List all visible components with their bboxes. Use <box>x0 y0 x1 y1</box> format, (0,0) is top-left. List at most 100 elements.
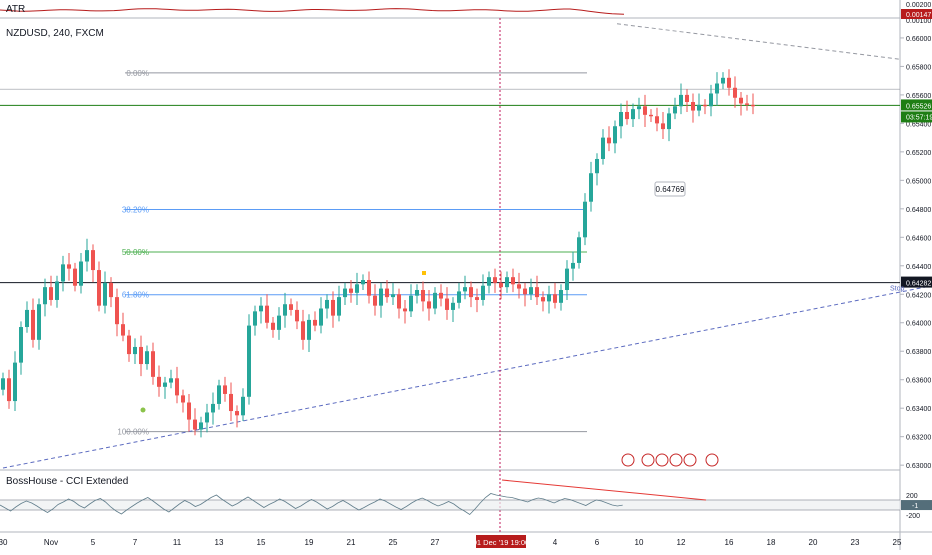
candle-body[interactable] <box>49 287 53 300</box>
candle-body[interactable] <box>55 281 59 300</box>
symbol-legend[interactable]: NZDUSD, 240, FXCM <box>6 28 104 39</box>
candle-body[interactable] <box>559 289 563 303</box>
candle-body[interactable] <box>541 297 545 302</box>
candle-body[interactable] <box>31 309 35 340</box>
candle-body[interactable] <box>211 403 215 413</box>
candle-body[interactable] <box>433 292 437 309</box>
candle-body[interactable] <box>403 308 407 312</box>
candle-body[interactable] <box>331 299 335 316</box>
candle-body[interactable] <box>475 297 479 300</box>
candle-body[interactable] <box>553 294 557 303</box>
candle-body[interactable] <box>469 287 473 298</box>
candle-body[interactable] <box>661 123 665 130</box>
candle-body[interactable] <box>241 396 245 416</box>
candle-body[interactable] <box>289 304 293 310</box>
candle-body[interactable] <box>607 137 611 144</box>
candle-body[interactable] <box>385 288 389 298</box>
candle-body[interactable] <box>325 299 329 309</box>
candle-body[interactable] <box>391 294 395 298</box>
candle-body[interactable] <box>487 277 491 286</box>
candle-body[interactable] <box>301 321 305 340</box>
candle-body[interactable] <box>679 94 683 107</box>
candle-body[interactable] <box>697 104 701 111</box>
candle-body[interactable] <box>361 280 365 285</box>
candle-body[interactable] <box>247 325 251 397</box>
event-flag-icon[interactable] <box>705 453 719 467</box>
candle-body[interactable] <box>601 137 605 159</box>
candle-body[interactable] <box>373 295 377 306</box>
candle-body[interactable] <box>529 287 533 295</box>
candle-body[interactable] <box>505 277 509 288</box>
candle-body[interactable] <box>739 97 743 104</box>
candle-body[interactable] <box>133 346 137 355</box>
candle-body[interactable] <box>511 277 515 285</box>
candle-body[interactable] <box>127 335 131 355</box>
candle-body[interactable] <box>37 304 41 340</box>
candle-body[interactable] <box>625 111 629 120</box>
candle-body[interactable] <box>439 292 443 299</box>
candle-body[interactable] <box>79 261 83 286</box>
candle-body[interactable] <box>295 309 299 322</box>
candle-body[interactable] <box>619 111 623 127</box>
candle-body[interactable] <box>145 351 149 365</box>
candle-body[interactable] <box>451 302 455 310</box>
candle-body[interactable] <box>493 277 497 283</box>
resistance-trendline[interactable] <box>616 23 901 60</box>
candle-body[interactable] <box>277 315 281 330</box>
candle-body[interactable] <box>457 291 461 303</box>
event-flag-icon[interactable] <box>683 453 697 467</box>
candle-body[interactable] <box>523 288 527 295</box>
candle-body[interactable] <box>61 264 65 282</box>
candle-body[interactable] <box>727 77 731 88</box>
candle-body[interactable] <box>67 264 71 269</box>
event-flag-icon[interactable] <box>641 453 655 467</box>
candle-body[interactable] <box>517 284 521 289</box>
candle-body[interactable] <box>685 94 689 103</box>
candle-body[interactable] <box>187 402 191 420</box>
candle-body[interactable] <box>283 304 287 316</box>
candle-body[interactable] <box>733 87 737 98</box>
candle-body[interactable] <box>307 319 311 340</box>
candle-body[interactable] <box>109 282 113 298</box>
candle-body[interactable] <box>595 158 599 174</box>
candle-body[interactable] <box>319 308 323 326</box>
candle-body[interactable] <box>43 287 47 305</box>
candle-body[interactable] <box>703 104 707 107</box>
candle-body[interactable] <box>715 83 719 94</box>
candle-body[interactable] <box>235 411 239 416</box>
candle-body[interactable] <box>349 288 353 293</box>
candle-body[interactable] <box>229 393 233 412</box>
candle-body[interactable] <box>181 395 185 403</box>
candle-body[interactable] <box>139 346 143 365</box>
candle-body[interactable] <box>337 297 341 316</box>
candle-body[interactable] <box>427 301 431 309</box>
event-flag-icon[interactable] <box>669 453 683 467</box>
candle-body[interactable] <box>547 294 551 302</box>
candle-body[interactable] <box>691 102 695 111</box>
candle-body[interactable] <box>583 201 587 238</box>
candle-body[interactable] <box>19 327 23 363</box>
candle-body[interactable] <box>271 322 275 330</box>
candle-body[interactable] <box>721 77 725 84</box>
candle-body[interactable] <box>643 106 647 115</box>
candle-body[interactable] <box>463 287 467 292</box>
candle-body[interactable] <box>535 287 539 298</box>
candle-body[interactable] <box>637 106 641 110</box>
candle-body[interactable] <box>169 378 173 383</box>
candle-body[interactable] <box>73 268 77 286</box>
candle-body[interactable] <box>25 309 29 328</box>
candle-body[interactable] <box>421 289 425 302</box>
candle-body[interactable] <box>313 319 317 326</box>
candle-body[interactable] <box>253 311 257 326</box>
candle-body[interactable] <box>163 382 167 387</box>
event-flag-icon[interactable] <box>621 453 635 467</box>
candle-body[interactable] <box>223 385 227 394</box>
event-flag-icon[interactable] <box>655 453 669 467</box>
cci-divergence-line[interactable] <box>501 479 707 501</box>
candle-body[interactable] <box>745 103 749 105</box>
callout-box[interactable] <box>654 181 686 197</box>
candle-body[interactable] <box>367 280 371 296</box>
candle-body[interactable] <box>445 298 449 310</box>
